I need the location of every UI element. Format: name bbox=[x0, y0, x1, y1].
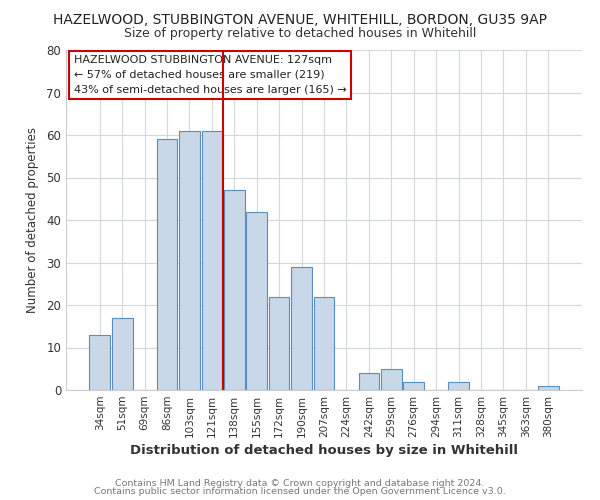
Bar bbox=[112, 318, 133, 390]
Bar bbox=[247, 212, 267, 390]
Bar bbox=[538, 386, 559, 390]
Bar bbox=[157, 139, 178, 390]
Bar bbox=[403, 382, 424, 390]
Bar bbox=[291, 267, 312, 390]
Bar bbox=[359, 373, 379, 390]
Bar bbox=[381, 369, 401, 390]
Text: HAZELWOOD STUBBINGTON AVENUE: 127sqm
← 57% of detached houses are smaller (219)
: HAZELWOOD STUBBINGTON AVENUE: 127sqm ← 5… bbox=[74, 55, 346, 94]
Text: Contains public sector information licensed under the Open Government Licence v3: Contains public sector information licen… bbox=[94, 487, 506, 496]
Bar bbox=[269, 296, 289, 390]
Text: Contains HM Land Registry data © Crown copyright and database right 2024.: Contains HM Land Registry data © Crown c… bbox=[115, 478, 485, 488]
Y-axis label: Number of detached properties: Number of detached properties bbox=[26, 127, 40, 313]
Text: Size of property relative to detached houses in Whitehill: Size of property relative to detached ho… bbox=[124, 28, 476, 40]
Bar bbox=[314, 296, 334, 390]
Bar bbox=[448, 382, 469, 390]
Text: HAZELWOOD, STUBBINGTON AVENUE, WHITEHILL, BORDON, GU35 9AP: HAZELWOOD, STUBBINGTON AVENUE, WHITEHILL… bbox=[53, 12, 547, 26]
Bar bbox=[89, 335, 110, 390]
Bar bbox=[224, 190, 245, 390]
Bar bbox=[179, 130, 200, 390]
Bar bbox=[202, 130, 222, 390]
X-axis label: Distribution of detached houses by size in Whitehill: Distribution of detached houses by size … bbox=[130, 444, 518, 457]
